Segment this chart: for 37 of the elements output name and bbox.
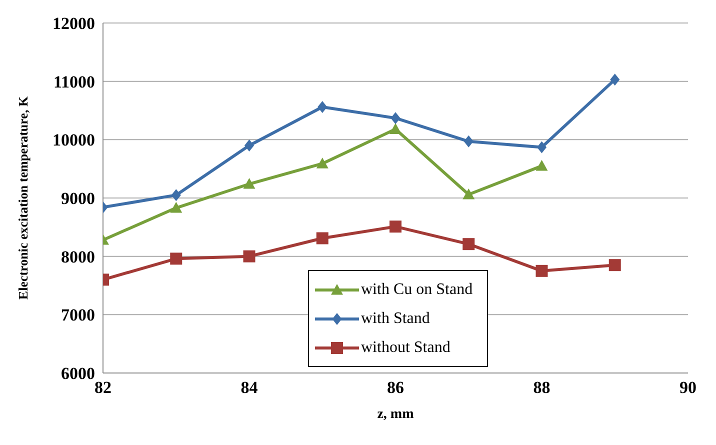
- legend-label: without Stand: [361, 338, 450, 358]
- point: [462, 188, 475, 200]
- x-tick-label: 84: [240, 378, 258, 398]
- point: [610, 74, 620, 86]
- x-tick-label: 88: [533, 378, 550, 398]
- point: [171, 189, 181, 202]
- point: [536, 264, 548, 277]
- point: [316, 232, 328, 244]
- y-tick-label: 8000: [61, 247, 95, 266]
- point: [243, 250, 256, 262]
- y-tick-label: 9000: [61, 189, 95, 208]
- point: [243, 178, 256, 189]
- point: [170, 252, 182, 265]
- x-axis-title: z, mm: [377, 407, 414, 422]
- x-tick-label: 82: [94, 378, 112, 398]
- point: [464, 135, 474, 148]
- legend-label: with Stand: [361, 309, 430, 329]
- point: [462, 238, 475, 250]
- point: [316, 158, 328, 168]
- x-tick-label: 90: [680, 378, 696, 398]
- y-tick-label: 11000: [53, 72, 95, 92]
- point: [244, 140, 254, 152]
- y-tick-label: 6000: [61, 364, 95, 384]
- point: [390, 112, 400, 124]
- x-tick-label: 86: [387, 378, 404, 398]
- y-tick-label: 10000: [52, 130, 95, 150]
- y-axis-title: Electronic excitation temperature, K: [16, 96, 31, 300]
- point: [390, 220, 402, 233]
- y-tick-label: 12000: [52, 14, 95, 34]
- point: [608, 259, 621, 272]
- point: [390, 123, 402, 134]
- legend-label: with Cu on Stand: [361, 280, 473, 300]
- point: [170, 202, 182, 213]
- point: [318, 101, 328, 113]
- y-tick-label: 7000: [61, 306, 95, 325]
- point: [536, 160, 548, 171]
- point: [536, 141, 547, 154]
